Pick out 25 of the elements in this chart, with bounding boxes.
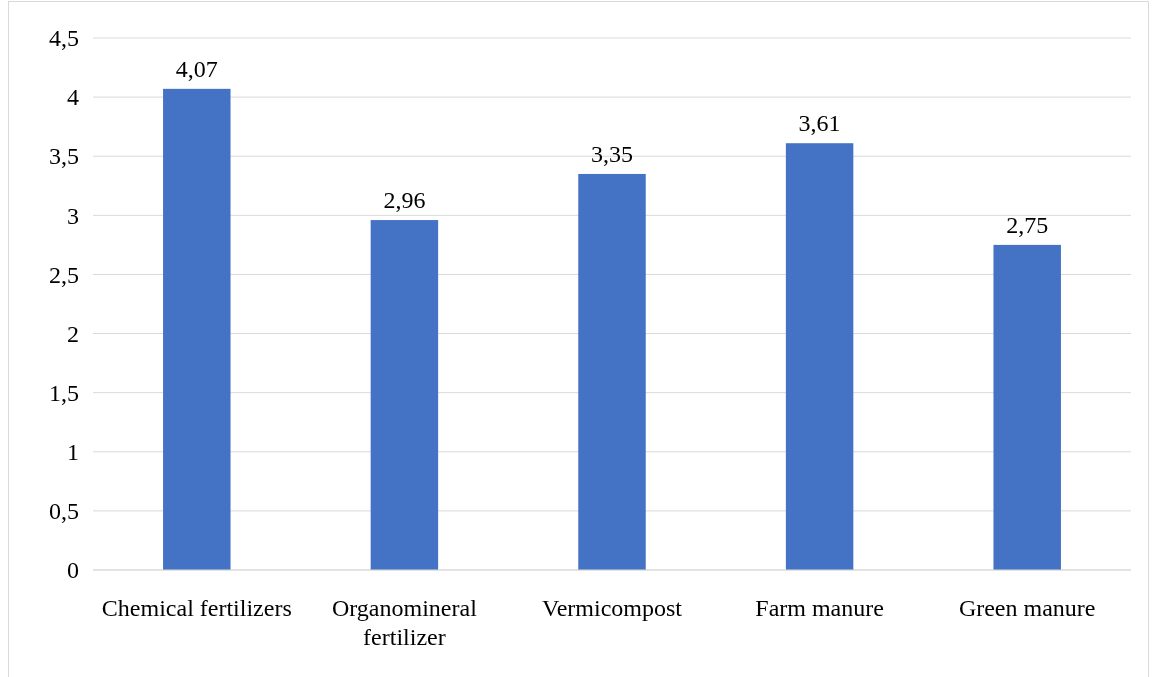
- data-label: 2,75: [1006, 211, 1049, 238]
- y-tick-label: 2,5: [49, 261, 79, 288]
- bar: [370, 220, 439, 570]
- y-tick-label: 3,5: [49, 143, 79, 170]
- y-tick-label: 1: [67, 438, 79, 465]
- data-label: 2,96: [383, 187, 426, 214]
- y-tick-label: 0: [67, 557, 79, 584]
- x-tick-label: Organomineral fertilizer: [331, 595, 478, 650]
- y-tick-label: 1,5: [49, 379, 79, 406]
- data-label: 3,35: [591, 140, 633, 167]
- data-label: 3,61: [798, 110, 841, 137]
- data-label: 4,07: [175, 55, 218, 82]
- x-tick-label: Green manure: [958, 595, 1096, 621]
- y-tick-label: 2: [67, 320, 79, 347]
- bar: [785, 143, 854, 570]
- x-tick-label: Farm manure: [755, 595, 884, 621]
- bar: [993, 244, 1061, 570]
- y-tick-label: 0,5: [49, 498, 79, 525]
- x-tick-label: Chemical fertilizers: [101, 595, 292, 621]
- y-tick-label: 4: [67, 84, 79, 111]
- y-tick-label: 3: [67, 202, 79, 229]
- bar: [163, 88, 231, 570]
- bar: [578, 173, 646, 570]
- x-tick-label: Vermicompost: [542, 595, 683, 621]
- y-tick-label: 4,5: [49, 25, 79, 52]
